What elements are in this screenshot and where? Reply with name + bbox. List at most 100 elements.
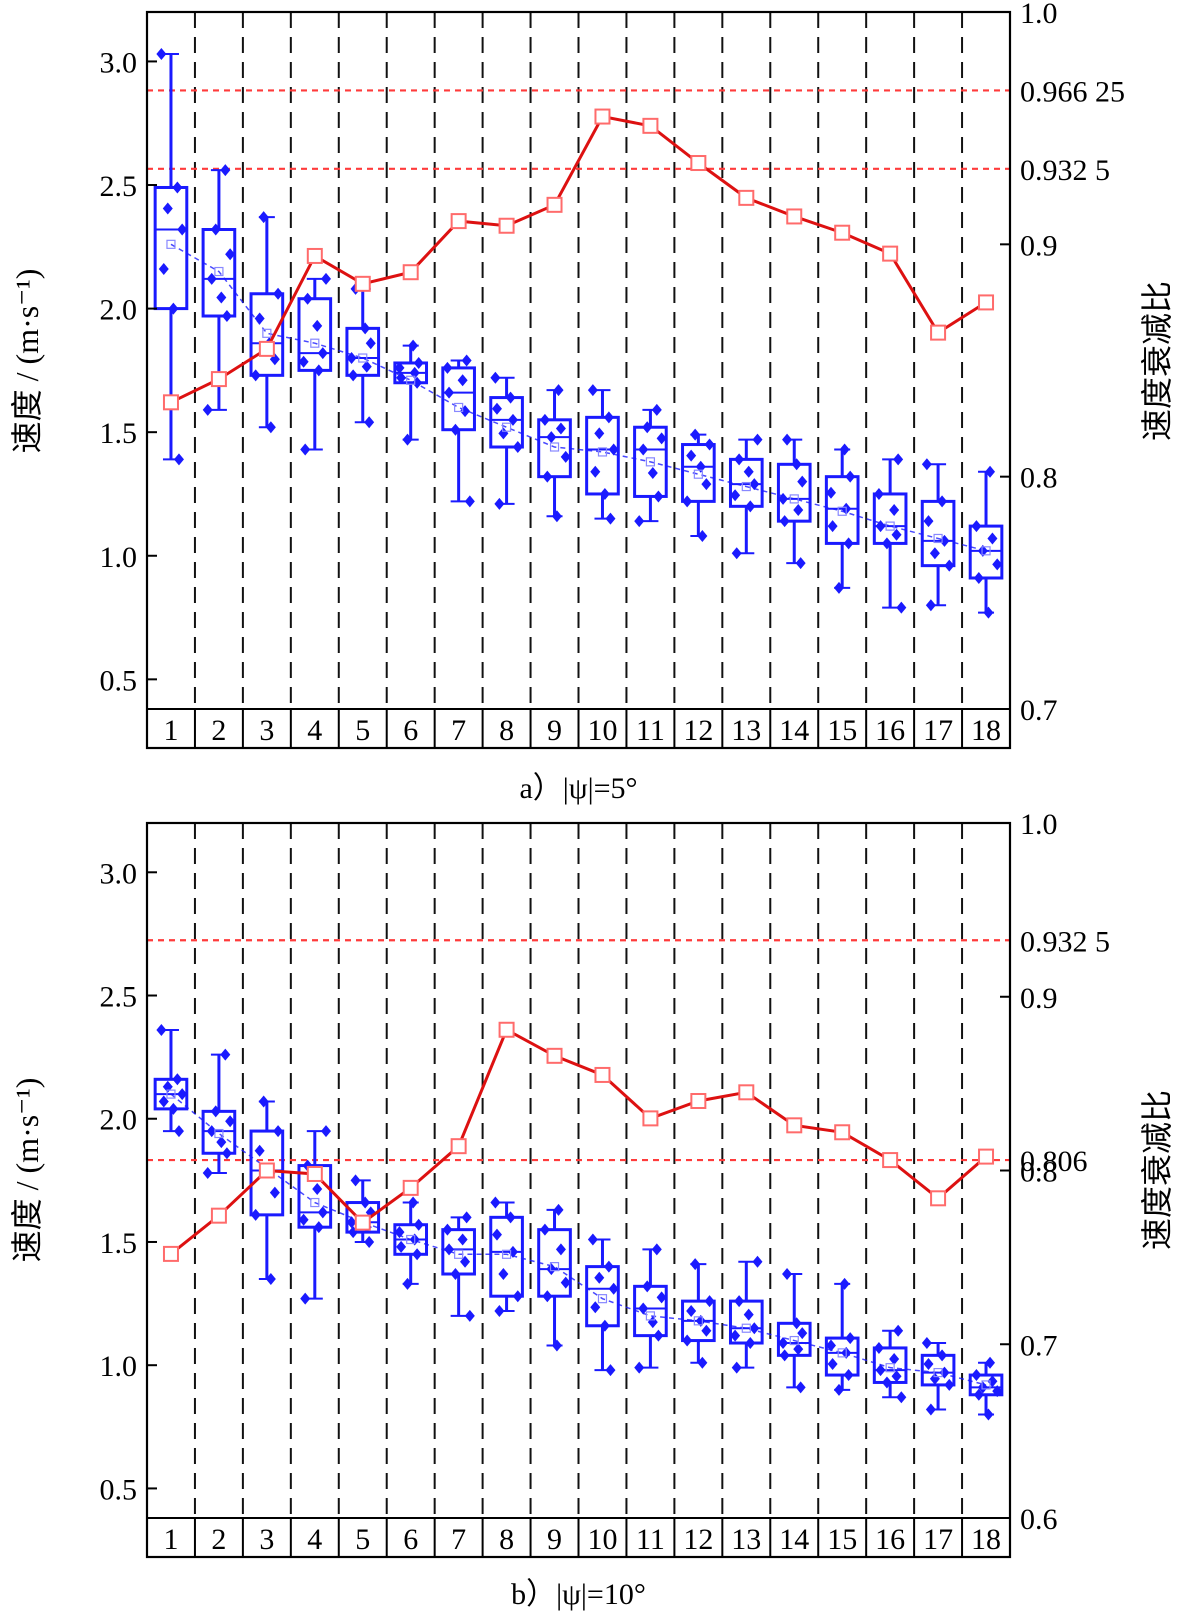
data-point <box>734 453 745 466</box>
left-tick-label: 1.0 <box>100 541 138 574</box>
category-label: 3 <box>259 714 274 747</box>
data-point <box>977 544 988 557</box>
category-label: 4 <box>307 714 322 747</box>
data-point <box>605 1364 616 1377</box>
data-point <box>634 1361 645 1374</box>
data-point <box>298 1213 309 1226</box>
left-axis-label: 速度 / (m·s⁻¹) <box>9 1078 45 1263</box>
box-iqr <box>920 499 956 568</box>
data-point <box>704 438 715 451</box>
data-point <box>408 339 419 352</box>
box-18 <box>968 1356 1004 1421</box>
ratio-marker <box>354 275 371 292</box>
category-label: 2 <box>211 714 226 747</box>
data-point <box>298 355 309 368</box>
data-point <box>743 465 754 478</box>
mean-trend-line <box>170 1093 987 1386</box>
category-label: 11 <box>636 714 665 747</box>
ratio-marker <box>162 1245 179 1262</box>
data-point <box>221 1147 232 1160</box>
data-point <box>752 1255 763 1268</box>
category-label: 4 <box>307 1523 322 1556</box>
ratio-marker <box>210 1207 227 1224</box>
box-12 <box>681 428 716 542</box>
ratio-marker <box>354 1214 371 1231</box>
category-label: 10 <box>587 1523 617 1556</box>
box-iqr <box>441 366 476 432</box>
data-point <box>273 1125 284 1138</box>
data-point <box>206 1125 217 1138</box>
box-15 <box>824 1277 860 1396</box>
data-point <box>893 1324 904 1337</box>
data-point <box>795 557 806 570</box>
data-point <box>590 465 601 478</box>
ratio-marker <box>786 208 803 225</box>
data-point <box>682 495 693 508</box>
ratio-marker <box>546 1047 563 1064</box>
left-tick-label: 0.5 <box>100 664 138 697</box>
data-point <box>651 403 662 416</box>
box-iqr <box>201 228 237 318</box>
data-point <box>210 223 221 236</box>
mean-marker <box>501 1249 512 1259</box>
data-point <box>258 211 269 224</box>
data-point <box>697 1356 708 1369</box>
data-point <box>603 411 614 424</box>
data-point <box>686 1304 697 1317</box>
data-point <box>833 581 844 594</box>
data-point <box>551 1339 562 1352</box>
data-point <box>656 432 667 445</box>
category-label: 13 <box>731 714 761 747</box>
category-label: 8 <box>499 1523 514 1556</box>
mean-marker <box>597 447 608 457</box>
data-point <box>944 1378 955 1391</box>
plot-frame <box>145 10 1012 750</box>
data-point <box>546 1263 557 1276</box>
mean-marker <box>741 481 751 492</box>
data-point <box>254 1144 265 1157</box>
data-point <box>464 1309 475 1322</box>
data-point <box>539 413 550 426</box>
category-label: 15 <box>827 1523 857 1556</box>
data-point <box>457 374 468 387</box>
data-point <box>555 1243 566 1256</box>
reference-line-label: 0.932 5 <box>1020 154 1110 187</box>
box-12 <box>681 1258 716 1369</box>
data-point <box>845 1332 856 1345</box>
category-label: 1 <box>163 714 178 747</box>
right-tick-label: 0.8 <box>1020 462 1058 495</box>
data-point <box>313 364 324 377</box>
reference-line-label: 0.806 <box>1020 1145 1088 1178</box>
data-point <box>206 272 217 285</box>
data-point <box>937 1349 948 1362</box>
ratio-marker <box>210 371 227 388</box>
box-8 <box>489 371 524 510</box>
right-axis-label: 速度衰减比 <box>1139 281 1175 441</box>
right-tick-label: 1.0 <box>1020 808 1058 841</box>
data-point <box>450 423 461 436</box>
data-point <box>973 1388 984 1401</box>
left-tick-label: 3.0 <box>100 46 138 79</box>
data-point <box>364 416 375 429</box>
data-point <box>973 572 984 585</box>
data-point <box>881 537 892 550</box>
category-label: 5 <box>355 1523 370 1556</box>
data-point <box>507 413 518 426</box>
data-point <box>896 601 907 614</box>
box-8 <box>489 1196 524 1317</box>
data-point <box>944 559 955 572</box>
mean-marker <box>885 1363 895 1373</box>
data-point <box>457 1233 468 1246</box>
left-tick-label: 2.0 <box>100 1104 138 1137</box>
box-7 <box>441 354 476 508</box>
box-14 <box>776 1268 812 1394</box>
ratio-marker <box>546 196 563 213</box>
data-point <box>843 537 854 550</box>
data-point <box>177 1088 188 1101</box>
data-point <box>779 515 790 528</box>
data-point <box>162 202 173 215</box>
data-point <box>752 433 763 446</box>
mean-marker <box>645 1311 656 1321</box>
data-point <box>985 465 996 478</box>
left-tick-label: 1.0 <box>100 1350 138 1383</box>
